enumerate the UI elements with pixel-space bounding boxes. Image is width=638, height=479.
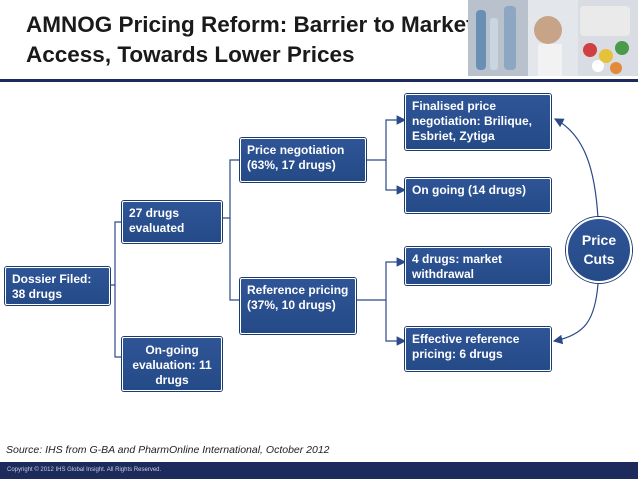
evaluated-box: 27 drugs evaluated [122,201,222,243]
ongoing-evaluation-box: On-going evaluation: 11 drugs [122,337,222,391]
source-note: Source: IHS from G-BA and PharmOnline In… [6,444,330,456]
price-negotiation-box: Price negotiation (63%, 17 drugs) [240,138,366,182]
title-divider [0,79,638,82]
dossier-box: Dossier Filed: 38 drugs [5,267,110,305]
copyright-text: Copyright © 2012 IHS Global Insight. All… [7,467,162,473]
finalised-negotiation-box: Finalised price negotiation: Brilique, E… [405,94,551,150]
market-withdrawal-box: 4 drugs: market withdrawal [405,247,551,285]
header-photo [468,0,638,76]
price-cuts-circle: Price Cuts [566,217,632,283]
ongoing-14-box: On going (14 drugs) [405,178,551,213]
reference-pricing-box: Reference pricing (37%, 10 drugs) [240,278,356,334]
effective-reference-box: Effective reference pricing: 6 drugs [405,327,551,371]
footer-bar [0,462,638,479]
slide-title: AMNOG Pricing Reform: Barrier to Market … [26,12,474,67]
